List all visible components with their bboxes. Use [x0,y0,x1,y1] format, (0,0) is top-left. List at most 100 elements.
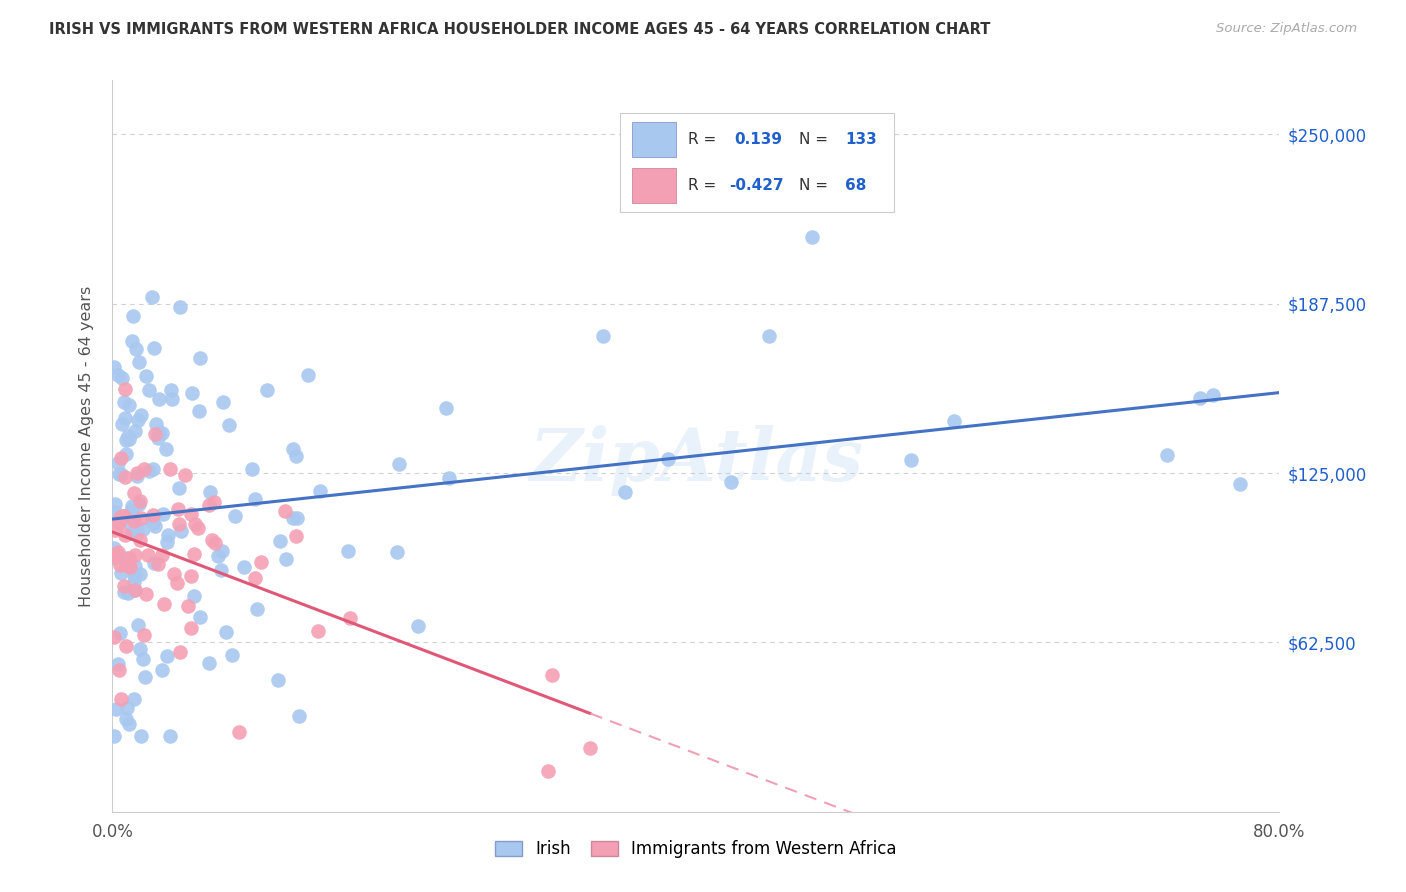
Point [141,511,163,525]
Point [204,535,226,549]
Point [114,411,136,425]
Point [108,467,131,481]
Point [114,446,136,460]
Point [156,649,179,664]
Point [132,628,155,642]
Point [942,414,965,428]
Point [1156,448,1178,462]
Point [124,568,146,582]
Point [125,521,148,535]
Point [166,501,188,516]
Point [173,468,195,483]
Text: -0.427: -0.427 [728,178,783,193]
Point [128,355,150,369]
Point [115,434,138,448]
Point [110,467,132,481]
Point [134,670,156,684]
Point [105,547,128,561]
Point [297,368,319,382]
Point [114,382,136,396]
Point [108,626,131,640]
Point [115,701,138,715]
Point [127,413,149,427]
Point [112,508,135,523]
Point [122,486,145,500]
Point [169,645,191,659]
Point [202,495,225,509]
Text: N =: N = [799,178,832,193]
Point [146,557,169,571]
Point [128,497,150,511]
Point [121,309,143,323]
Point [307,624,329,638]
Point [104,497,127,511]
Point [266,673,288,688]
Point [170,524,193,538]
Point [112,394,135,409]
Point [224,509,246,524]
Point [104,549,127,563]
Point [135,369,157,384]
Text: IRISH VS IMMIGRANTS FROM WESTERN AFRICA HOUSEHOLDER INCOME AGES 45 - 64 YEARS CO: IRISH VS IMMIGRANTS FROM WESTERN AFRICA … [49,22,991,37]
Point [163,567,186,582]
Point [180,569,202,583]
Point [150,548,173,562]
Point [110,450,132,465]
Point [141,290,163,304]
Point [118,432,141,446]
Text: 0.139: 0.139 [734,132,783,147]
Point [211,544,233,558]
Point [132,522,155,536]
Point [132,652,155,666]
Point [107,368,129,382]
Point [112,585,135,599]
Point [284,449,307,463]
Point [142,341,165,355]
Point [125,469,148,483]
FancyBboxPatch shape [631,122,676,157]
Point [114,470,136,484]
Point [160,392,183,406]
Point [228,724,250,739]
Point [103,359,125,374]
Point [143,426,166,441]
Point [121,525,143,540]
Point [127,525,149,540]
Point [117,429,139,443]
Point [159,383,181,397]
Point [198,485,221,500]
Point [1229,477,1251,491]
Point [186,521,208,535]
Point [218,417,240,432]
Point [125,466,148,480]
Point [118,516,141,530]
Point [128,533,150,547]
Point [128,566,150,581]
Point [592,329,614,343]
Point [243,571,266,585]
Point [148,392,170,406]
Point [129,729,152,743]
Point [537,764,560,778]
Point [211,394,233,409]
Point [200,533,222,548]
Point [111,509,134,524]
Text: ZipAtlas: ZipAtlas [529,425,863,496]
Point [118,560,141,574]
Point [112,579,135,593]
Point [541,668,564,682]
Text: N =: N = [799,132,832,147]
Point [135,587,157,601]
Point [104,505,127,519]
Point [156,534,179,549]
Text: Source: ZipAtlas.com: Source: ZipAtlas.com [1216,22,1357,36]
Point [148,426,170,441]
Point [180,621,202,635]
Text: 133: 133 [845,132,877,147]
Point [159,729,181,743]
Point [153,597,176,611]
Point [108,514,131,528]
Point [124,425,146,439]
Point [125,342,148,356]
Point [145,417,167,432]
